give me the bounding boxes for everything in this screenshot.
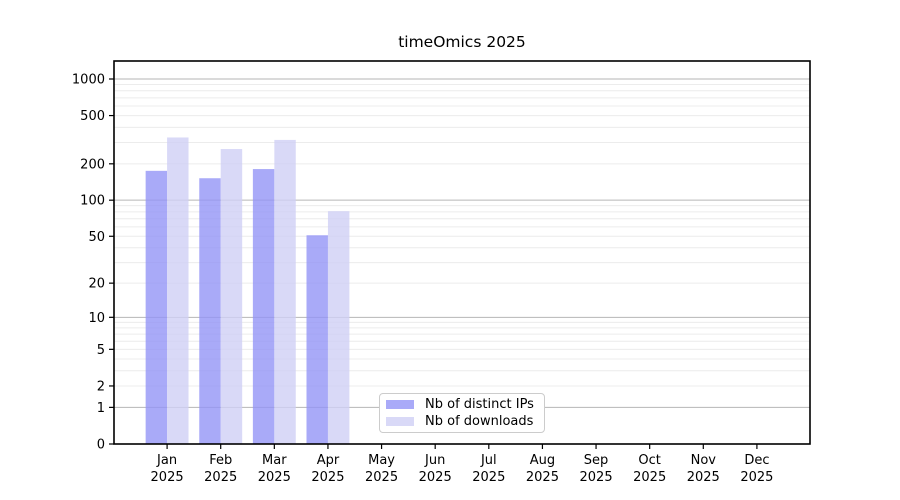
y-tick-label: 5 [97, 343, 105, 358]
x-tick-label-year: 2025 [580, 470, 613, 485]
x-tick-label-month: Apr [317, 453, 340, 468]
bar-feb-series0 [199, 178, 221, 445]
x-tick-label-month: Aug [530, 453, 555, 468]
x-tick-label-year: 2025 [740, 470, 773, 485]
x-tick-label-year: 2025 [204, 470, 237, 485]
x-tick-label-year: 2025 [419, 470, 452, 485]
x-tick-label-month: Sep [584, 453, 609, 468]
y-tick-label: 1000 [72, 73, 105, 88]
x-tick-label-month: Feb [209, 453, 232, 468]
bar-jan-series1 [167, 137, 189, 444]
bar-apr-series0 [306, 235, 328, 444]
x-tick-label-year: 2025 [258, 470, 291, 485]
x-tick-label-month: Dec [744, 453, 769, 468]
legend-swatch-downloads [386, 416, 414, 426]
x-tick-label-month: Jul [480, 453, 497, 468]
x-tick-label-year: 2025 [151, 470, 184, 485]
x-tick-label-month: Jan [156, 453, 177, 468]
x-tick-label-year: 2025 [526, 470, 559, 485]
y-tick-label: 100 [80, 194, 105, 209]
y-tick-label: 1 [97, 401, 105, 416]
legend: Nb of distinct IPs Nb of downloads [379, 393, 545, 433]
x-tick-label-month: Jun [424, 453, 445, 468]
x-tick-label-month: Oct [638, 453, 660, 468]
x-tick-label-month: Nov [691, 453, 717, 468]
x-tick-label-year: 2025 [311, 470, 344, 485]
x-tick-label-month: Mar [262, 453, 287, 468]
legend-swatch-distinct-ips [386, 400, 414, 410]
bar-feb-series1 [220, 149, 243, 444]
x-tick-label-year: 2025 [472, 470, 505, 485]
plot-area [113, 60, 811, 445]
bar-mar-series1 [274, 139, 296, 445]
bar-mar-series0 [252, 169, 275, 444]
x-tick-label-year: 2025 [633, 470, 666, 485]
legend-item-distinct-ips: Nb of distinct IPs [386, 397, 538, 412]
y-tick-label: 10 [88, 311, 105, 326]
y-tick-label: 500 [80, 109, 105, 124]
legend-item-downloads: Nb of downloads [386, 414, 538, 429]
y-tick-label: 50 [88, 230, 105, 245]
legend-label-distinct-ips: Nb of distinct IPs [425, 397, 534, 413]
bar-apr-series1 [327, 211, 350, 444]
x-tick-label-year: 2025 [365, 470, 398, 485]
x-tick-label-month: May [368, 453, 395, 468]
y-tick-label: 0 [97, 438, 105, 453]
legend-label-downloads: Nb of downloads [425, 413, 534, 429]
bar-jan-series0 [145, 170, 168, 444]
y-tick-label: 20 [88, 277, 105, 292]
chart-title: timeOmics 2025 [398, 33, 526, 51]
y-tick-label: 200 [80, 157, 105, 172]
x-tick-label-year: 2025 [687, 470, 720, 485]
y-tick-label: 2 [97, 380, 105, 395]
